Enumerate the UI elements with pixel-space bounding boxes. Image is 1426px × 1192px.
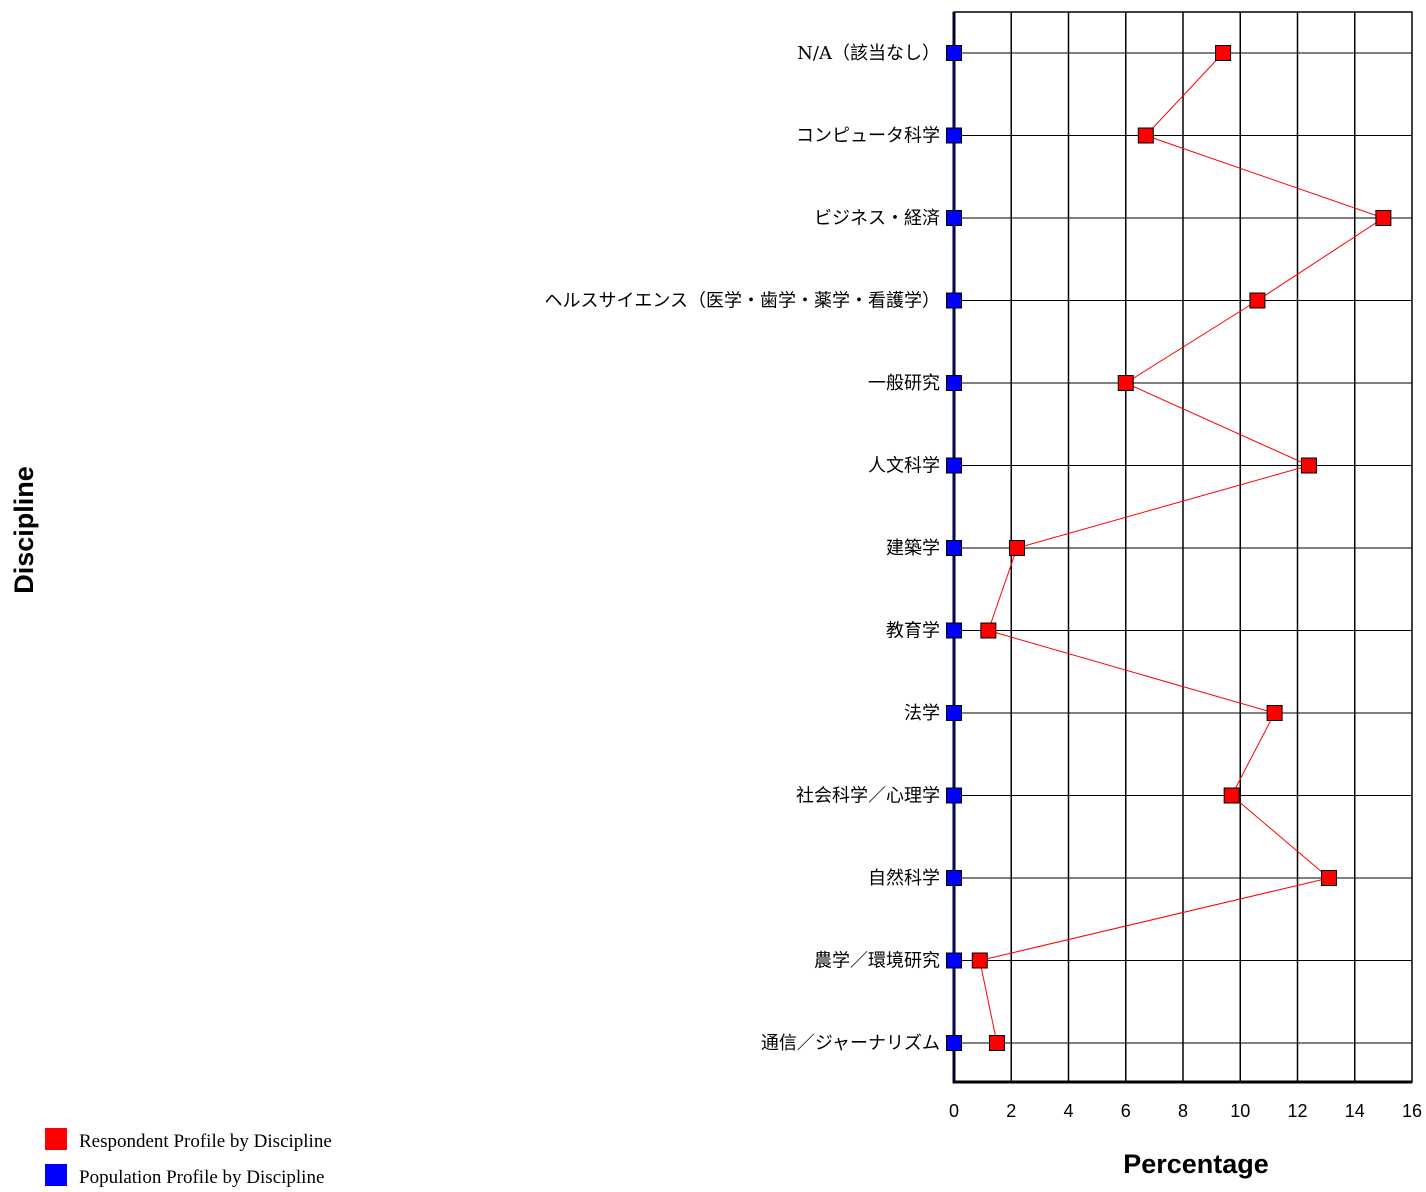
- series-layer: [946, 45, 1392, 1051]
- category-label: コンピュータ科学: [796, 126, 940, 147]
- data-point: [946, 457, 962, 474]
- data-point: [946, 375, 962, 391]
- x-axis-title: Percentage: [1123, 1149, 1269, 1179]
- category-label: 建築学: [886, 538, 940, 559]
- x-tick-label: 8: [1178, 1101, 1188, 1121]
- x-tick-label: 0: [949, 1101, 959, 1121]
- data-point: [1008, 540, 1025, 556]
- category-label: 一般研究: [868, 373, 940, 394]
- legend: Respondent Profile by Discipline Populati…: [45, 1128, 332, 1188]
- x-tick-label: 12: [1287, 1101, 1307, 1121]
- data-point: [946, 870, 962, 886]
- data-point: [946, 1035, 962, 1051]
- legend-swatch: [45, 1164, 67, 1186]
- x-tick-label: 16: [1402, 1101, 1422, 1121]
- legend-swatch: [45, 1128, 67, 1150]
- data-point: [980, 622, 997, 639]
- data-point: [1223, 787, 1240, 804]
- data-point: [1117, 375, 1134, 391]
- category-label: 社会科学／心理学: [796, 786, 940, 807]
- category-label: ビジネス・経済: [814, 208, 940, 229]
- data-point: [988, 1035, 1005, 1051]
- category-label: 自然科学: [868, 868, 940, 889]
- category-label: N/A（該当なし）: [797, 43, 940, 64]
- data-point: [1266, 705, 1283, 721]
- category-label: 人文科学: [868, 456, 940, 477]
- category-label: 教育学: [886, 621, 940, 642]
- x-tick-label: 10: [1230, 1101, 1250, 1121]
- legend-label: Respondent Profile by Discipline: [79, 1131, 332, 1152]
- data-point: [971, 952, 988, 969]
- data-point: [1320, 870, 1337, 886]
- data-point: [946, 622, 962, 639]
- x-tick-labels: 0 2 4 6 8 10 12 14 16: [949, 1101, 1422, 1121]
- x-tick-label: 14: [1345, 1101, 1365, 1121]
- data-point: [1215, 45, 1232, 61]
- y-axis-title: Discipline: [9, 466, 39, 594]
- category-label: ヘルスサイエンス（医学・歯学・薬学・看護学）: [545, 291, 940, 312]
- data-point: [946, 952, 962, 969]
- category-labels: N/A（該当なし） コンピュータ科学ビジネス・経済ヘルスサイエンス（医学・歯学・薬…: [545, 43, 940, 1054]
- category-label: 法学: [904, 703, 940, 724]
- x-tick-label: 2: [1006, 1101, 1016, 1121]
- category-label: 通信／ジャーナリズム: [761, 1033, 940, 1054]
- data-point: [946, 127, 962, 144]
- data-point: [946, 45, 962, 61]
- data-point: [946, 787, 962, 804]
- data-point: [946, 705, 962, 721]
- category-label: 農学／環境研究: [814, 951, 940, 972]
- data-point: [946, 540, 962, 556]
- data-point: [1300, 457, 1317, 474]
- data-point: [946, 210, 962, 226]
- data-point: [946, 292, 962, 309]
- data-point: [1249, 292, 1266, 309]
- data-point: [1375, 210, 1392, 226]
- data-point: [1137, 127, 1154, 144]
- legend-label: Population Profile by Discipline: [79, 1167, 324, 1188]
- x-tick-label: 4: [1063, 1101, 1073, 1121]
- x-tick-label: 6: [1121, 1101, 1131, 1121]
